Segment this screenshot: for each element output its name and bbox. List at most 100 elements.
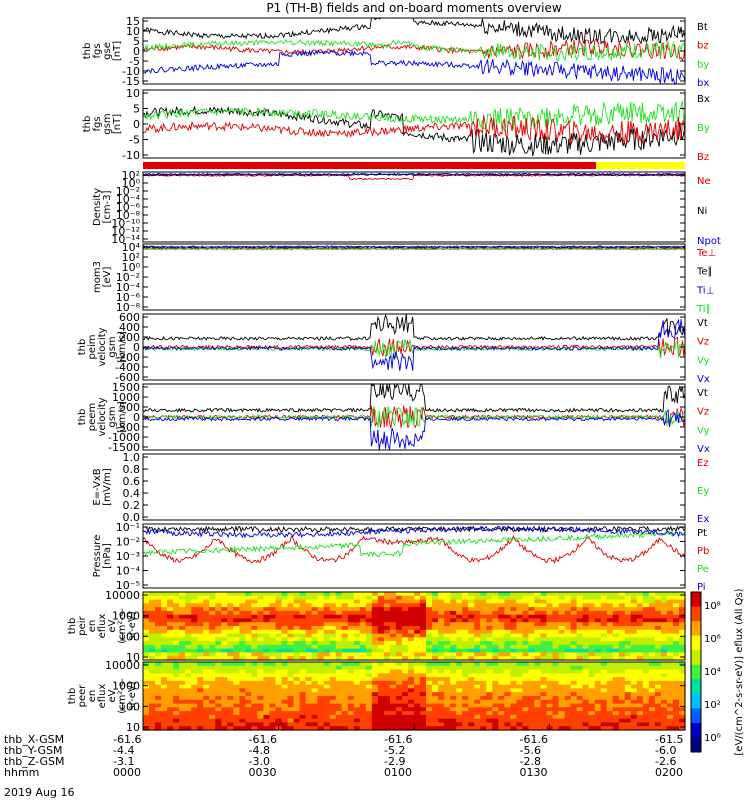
spectrogram-cell	[215, 595, 222, 601]
spectrogram-cell	[323, 603, 331, 608]
spectrogram-cell	[534, 637, 541, 642]
spectrogram-cell	[450, 684, 457, 690]
spectrogram-cell	[299, 703, 307, 708]
spectrogram-cell	[269, 595, 277, 601]
spectrogram-cell	[486, 614, 493, 620]
spectrogram-cell	[636, 677, 644, 682]
spectrogram-cell	[582, 603, 590, 608]
spectrogram-cell	[558, 669, 566, 674]
spectrogram-cell	[480, 607, 487, 612]
panel-frame	[142, 591, 686, 661]
spectrogram-cell	[438, 595, 445, 601]
spectrogram-cell	[522, 610, 529, 616]
spectrogram-cell	[341, 677, 349, 682]
spectrogram-cell	[612, 607, 620, 612]
spectrogram-cell	[227, 699, 234, 705]
spectrogram-cell	[173, 696, 180, 701]
spectrogram-cell	[522, 648, 529, 654]
spectrogram-cell	[311, 626, 319, 631]
spectrogram-cell	[383, 699, 391, 705]
spectrogram-cell	[341, 599, 349, 604]
spectrogram-cell	[215, 711, 222, 716]
spectrogram-cell	[377, 648, 385, 654]
spectrogram-cell	[642, 592, 650, 597]
spectrogram-cell	[673, 641, 680, 646]
spectrogram-cell	[227, 599, 234, 604]
spectrogram-cell	[414, 603, 421, 608]
spectrogram-cell	[143, 648, 150, 654]
panel-peer_spec: 10000100010010thbpeerenefluxeV(cm²-s-sr-…	[67, 659, 686, 734]
spectrogram-cell	[516, 703, 523, 708]
spectrogram-cell	[179, 637, 186, 642]
colorbar-frame	[690, 591, 702, 753]
spectrogram-cell	[648, 607, 656, 612]
spectrogram-cell	[299, 618, 307, 623]
spectrogram-cell	[504, 599, 511, 604]
spectrogram-cell	[450, 618, 457, 623]
spectrogram-cell	[185, 688, 192, 693]
spectrogram-cell	[618, 652, 626, 657]
spectrogram-cell	[438, 718, 445, 724]
spectrogram-cell	[450, 633, 457, 638]
spectrogram-cell	[498, 607, 505, 612]
spectrogram-cell	[654, 714, 662, 720]
spectrogram-cell	[191, 656, 198, 661]
spectrogram-cell	[420, 656, 427, 661]
spectrogram-cell	[408, 726, 415, 731]
spectrogram-cell	[203, 726, 210, 731]
spectrogram-cell	[444, 618, 451, 623]
spectrogram-cell	[480, 610, 487, 616]
spectrogram-cell	[642, 618, 650, 623]
spectrogram-cell	[383, 629, 391, 635]
spectrogram-cell	[558, 633, 566, 638]
spectrogram-cell	[245, 637, 252, 642]
spectrogram-cell	[323, 641, 331, 646]
spectrogram-cell	[564, 618, 572, 623]
spectrogram-cell	[167, 648, 174, 654]
spectrogram-cell	[414, 718, 421, 724]
spectrogram-cell	[510, 680, 517, 686]
spectrogram-cell	[197, 622, 204, 627]
spectrogram-cell	[510, 656, 517, 661]
spectrogram-cell	[630, 595, 638, 601]
spectrogram-cell	[679, 673, 686, 678]
spectrogram-cell	[648, 680, 656, 686]
spectrogram-cell	[197, 610, 204, 616]
spectrogram-cell	[209, 652, 216, 657]
spectrogram-cell	[263, 633, 270, 638]
spectrogram-cell	[600, 684, 608, 690]
spectrogram-cell	[673, 696, 680, 701]
spectrogram-cell	[263, 629, 270, 635]
spectrogram-cell	[221, 711, 228, 716]
spectrogram-cell	[275, 607, 283, 612]
spectrogram-cell	[215, 592, 222, 597]
spectrogram-cell	[624, 707, 632, 712]
spectrogram-cell	[462, 711, 469, 716]
spectrogram-cell	[666, 626, 674, 631]
spectrogram-cell	[660, 673, 668, 678]
spectrogram-cell	[402, 644, 409, 650]
panel-frame	[142, 453, 686, 521]
legend-Ez: Ez	[697, 458, 709, 469]
colorbar-swatch	[691, 679, 701, 695]
spectrogram-cell	[606, 622, 614, 627]
spectrogram-cell	[245, 595, 252, 601]
spectrogram-cell	[311, 714, 319, 720]
spectrogram-cell	[233, 684, 240, 690]
spectrogram-cell	[143, 629, 150, 635]
spectrogram-cell	[185, 669, 192, 674]
spectrogram-cell	[149, 711, 156, 716]
spectrogram-cell	[221, 618, 228, 623]
spectrogram-cell	[251, 599, 258, 604]
spectrogram-cell	[317, 610, 325, 616]
spectrogram-cell	[648, 618, 656, 623]
spectrogram-cell	[426, 673, 433, 678]
spectrogram-cell	[564, 603, 572, 608]
spectrogram-cell	[257, 610, 264, 616]
spectrogram-cell	[263, 699, 270, 705]
spectrogram-cell	[155, 718, 162, 724]
spectrogram-cell	[492, 656, 499, 661]
spectrogram-cell	[570, 648, 578, 654]
spectrogram-cell	[305, 726, 313, 731]
spectrogram-cell	[606, 677, 614, 682]
